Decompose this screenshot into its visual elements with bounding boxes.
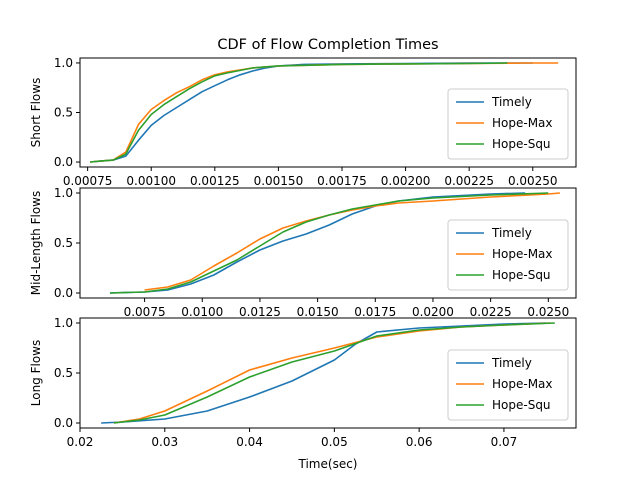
series-line-hope-squ <box>109 192 549 294</box>
x-tick-label: 0.07 <box>491 435 518 449</box>
legend-label: Hope-Max <box>492 247 553 261</box>
x-tick-label: 0.00200 <box>381 174 431 188</box>
legend: Timely Hope-Max Hope-Squ <box>447 219 569 291</box>
x-tick-label: 0.00175 <box>317 174 367 188</box>
y-tick-label: 0.0 <box>54 155 73 169</box>
legend-box <box>447 88 569 160</box>
x-tick-label: 0.06 <box>406 435 433 449</box>
series-line-hope-squ <box>113 322 555 424</box>
legend-box <box>447 349 569 421</box>
x-tick-label: 0.00075 <box>63 174 113 188</box>
legend-label: Timely <box>491 95 532 109</box>
x-tick-label: 0.0200 <box>412 305 454 319</box>
x-tick-label: 0.0175 <box>354 305 396 319</box>
legend-label: Hope-Max <box>492 116 553 130</box>
y-tick-label: 1.0 <box>54 316 73 330</box>
x-tick-label: 0.0075 <box>124 305 166 319</box>
x-tick-label: 0.0125 <box>239 305 281 319</box>
y-tick-label: 0.0 <box>54 416 73 430</box>
panels: 0.00075 0.00100 0.00125 0.00150 0.00175 0.002… <box>29 56 577 449</box>
x-tick-label: 0.00150 <box>254 174 304 188</box>
legend-box <box>447 219 569 291</box>
legend-label: Hope-Squ <box>492 137 551 151</box>
legend: Timely Hope-Max Hope-Squ <box>447 88 569 160</box>
series-line-timely <box>101 322 547 424</box>
x-tick-label: 0.04 <box>236 435 263 449</box>
x-tick-label: 0.0250 <box>527 305 569 319</box>
x-tick-label: 0.0225 <box>470 305 512 319</box>
y-tick-label: 0.0 <box>54 286 73 300</box>
y-axis-label: Mid-Length Flows <box>29 191 43 295</box>
y-tick-label: 0.5 <box>54 106 73 120</box>
chart-title: CDF of Flow Completion Times <box>217 37 438 53</box>
x-tick-label: 0.00125 <box>190 174 240 188</box>
y-axis-label: Short Flows <box>29 78 43 148</box>
legend: Timely Hope-Max Hope-Squ <box>447 349 569 421</box>
y-tick-label: 0.5 <box>54 366 73 380</box>
x-axis-label: Time(sec) <box>298 457 358 471</box>
legend-label: Timely <box>491 226 532 240</box>
x-tick-label: 0.02 <box>67 435 94 449</box>
x-tick-label: 0.00100 <box>126 174 176 188</box>
legend-label: Hope-Max <box>492 377 553 391</box>
x-tick-label: 0.0100 <box>181 305 223 319</box>
y-tick-label: 1.0 <box>54 186 73 200</box>
legend-label: Hope-Squ <box>492 398 551 412</box>
legend-label: Hope-Squ <box>492 268 551 282</box>
series-line-hope-squ <box>90 62 508 163</box>
panel-3: 0.02 0.03 0.04 0.05 0.06 0.07 0.0 0.5 1.0 Long Fl… <box>29 316 577 449</box>
panel-2: 0.0075 0.0100 0.0125 0.0150 0.0175 0.0200 0.02… <box>29 186 577 319</box>
x-tick-label: 0.00250 <box>508 174 558 188</box>
legend-label: Timely <box>491 356 532 370</box>
panel-1: 0.00075 0.00100 0.00125 0.00150 0.00175 0.002… <box>29 56 577 188</box>
y-axis-label: Long Flows <box>29 340 43 407</box>
x-tick-label: 0.00225 <box>444 174 494 188</box>
y-tick-label: 0.5 <box>54 236 73 250</box>
x-tick-label: 0.05 <box>321 435 348 449</box>
x-tick-label: 0.03 <box>151 435 178 449</box>
x-tick-label: 0.0150 <box>297 305 339 319</box>
y-tick-label: 1.0 <box>54 56 73 70</box>
